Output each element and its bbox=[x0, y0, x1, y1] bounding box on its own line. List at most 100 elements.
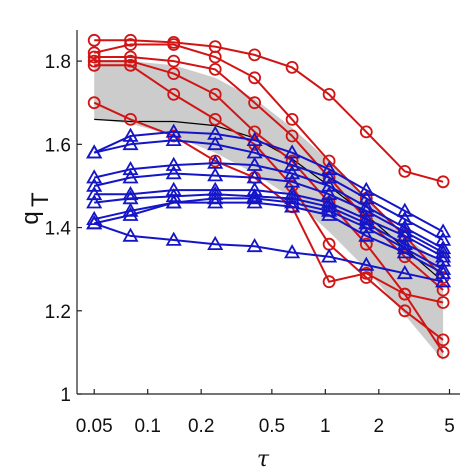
data-point bbox=[284, 244, 301, 259]
data-point bbox=[358, 219, 375, 234]
y-axis-label-main: q bbox=[17, 211, 44, 224]
data-point bbox=[359, 271, 373, 284]
series-15 bbox=[86, 215, 452, 288]
data-point bbox=[122, 160, 139, 176]
data-point bbox=[87, 33, 101, 47]
y-axis-label-sub: T bbox=[27, 192, 54, 207]
data-point bbox=[87, 58, 101, 72]
data-point bbox=[248, 125, 262, 139]
data-point bbox=[165, 131, 182, 147]
data-point bbox=[321, 160, 338, 176]
series-1 bbox=[87, 33, 450, 189]
series-9 bbox=[86, 154, 452, 255]
data-point bbox=[165, 194, 182, 209]
x-tick-label: 2 bbox=[374, 416, 385, 437]
y-tick-label: 1.8 bbox=[45, 52, 71, 73]
data-point bbox=[321, 248, 338, 263]
data-point bbox=[436, 333, 450, 347]
data-point bbox=[285, 61, 299, 74]
data-point bbox=[207, 135, 224, 151]
data-point bbox=[165, 231, 182, 246]
series-line bbox=[93, 162, 444, 250]
data-point bbox=[86, 144, 103, 159]
data-point bbox=[396, 264, 413, 280]
data-point bbox=[165, 123, 182, 138]
data-point bbox=[124, 58, 137, 72]
series-line bbox=[93, 197, 444, 271]
data-point bbox=[87, 96, 101, 110]
data-point bbox=[284, 156, 301, 171]
data-point bbox=[207, 235, 224, 251]
data-point bbox=[435, 223, 452, 238]
series-line bbox=[94, 64, 444, 341]
x-tick-label: 0.1 bbox=[134, 416, 160, 437]
data-point bbox=[122, 169, 139, 184]
data-point bbox=[208, 63, 222, 76]
data-point bbox=[398, 304, 412, 318]
x-tick-label: 0.5 bbox=[259, 416, 285, 437]
data-point bbox=[321, 206, 338, 221]
data-point bbox=[124, 38, 137, 51]
data-point bbox=[248, 96, 262, 110]
data-point bbox=[322, 154, 336, 168]
data-point bbox=[165, 188, 182, 203]
x-tick-label: 1 bbox=[320, 416, 331, 437]
data-point bbox=[248, 71, 262, 85]
data-point bbox=[398, 164, 412, 178]
data-point bbox=[124, 50, 137, 64]
y-axis-label: q T bbox=[17, 192, 54, 225]
data-point bbox=[122, 135, 139, 151]
data-point bbox=[435, 244, 452, 259]
confidence-band bbox=[94, 61, 444, 361]
data-point bbox=[167, 54, 181, 68]
data-point bbox=[122, 206, 139, 221]
axes: 0.05 0.1 0.2 0.5 1 2 5 1 1.2 1.4 1.6 1.8 bbox=[45, 30, 460, 437]
data-point bbox=[321, 177, 338, 192]
data-point bbox=[322, 275, 336, 289]
data-point bbox=[122, 227, 139, 242]
data-point bbox=[246, 194, 263, 209]
data-point bbox=[207, 167, 224, 182]
x-axis-label: τ bbox=[257, 447, 270, 472]
data-point bbox=[124, 54, 137, 68]
data-point bbox=[436, 345, 450, 359]
data-point bbox=[87, 54, 101, 68]
center-line bbox=[94, 118, 444, 283]
data-point bbox=[86, 215, 103, 230]
plot-area bbox=[86, 33, 452, 361]
data-point bbox=[208, 50, 222, 64]
data-point bbox=[167, 88, 181, 101]
x-tick-label: 0.05 bbox=[76, 416, 113, 437]
data-point bbox=[165, 156, 182, 171]
data-point bbox=[398, 287, 412, 301]
data-point bbox=[358, 256, 375, 271]
data-point bbox=[207, 194, 224, 209]
data-point bbox=[285, 129, 299, 143]
y-tick-label: 1 bbox=[60, 385, 71, 406]
series-line bbox=[93, 139, 444, 241]
x-tick-label: 0.2 bbox=[188, 416, 214, 437]
x-tick-label: 5 bbox=[444, 416, 455, 437]
data-point bbox=[358, 181, 375, 196]
data-point bbox=[284, 198, 301, 213]
data-point bbox=[87, 50, 101, 64]
data-point bbox=[285, 113, 299, 126]
y-tick-label: 1.4 bbox=[45, 219, 72, 240]
series-line bbox=[94, 39, 444, 183]
y-tick-label: 1.6 bbox=[45, 135, 71, 156]
data-point bbox=[436, 296, 450, 309]
data-point bbox=[86, 169, 103, 184]
series-line bbox=[93, 172, 444, 254]
series-line bbox=[94, 193, 444, 262]
data-point bbox=[167, 38, 181, 51]
data-point bbox=[248, 48, 262, 62]
data-point bbox=[167, 67, 181, 80]
data-point bbox=[86, 194, 103, 209]
data-point bbox=[122, 127, 139, 142]
data-point bbox=[321, 169, 338, 184]
data-point bbox=[124, 113, 137, 126]
data-point bbox=[165, 165, 182, 180]
data-point bbox=[359, 125, 373, 139]
data-point bbox=[359, 266, 373, 280]
